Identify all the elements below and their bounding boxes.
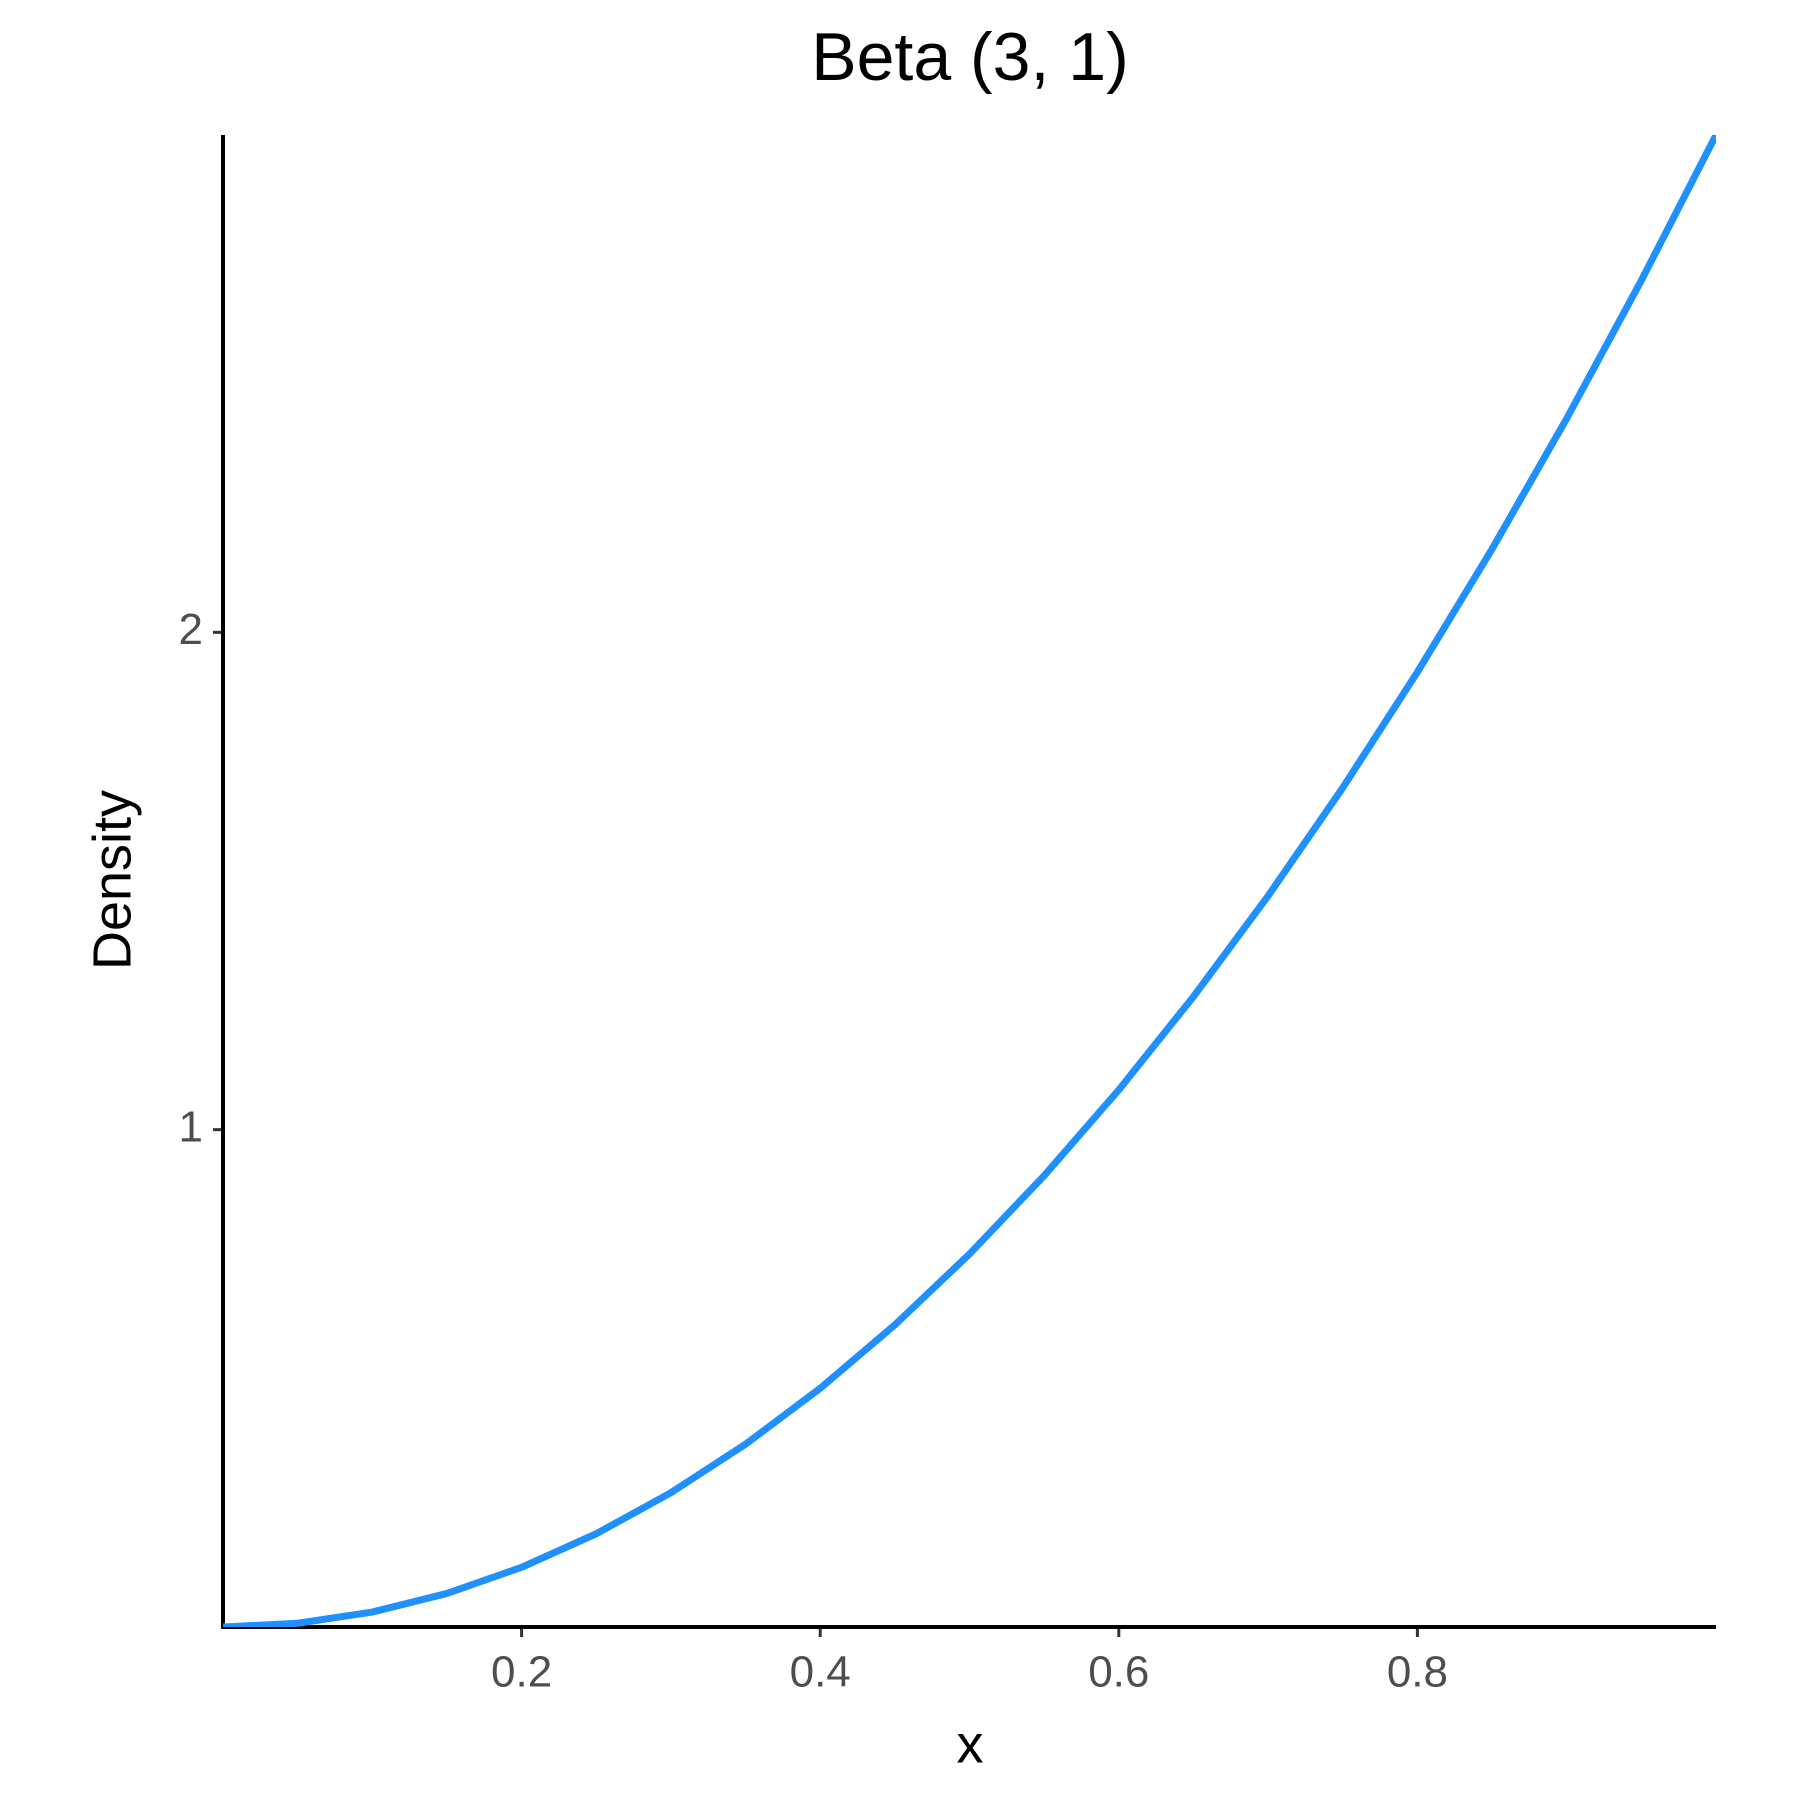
line-series [223, 135, 1716, 1627]
x-tick-label: 0.8 [1387, 1648, 1448, 1697]
x-axis-label: x [957, 1714, 984, 1774]
chart-title: Beta (3, 1) [811, 19, 1129, 95]
y-tick-label: 2 [179, 605, 203, 654]
x-tick-label: 0.6 [1088, 1648, 1149, 1697]
y-tick-label: 1 [179, 1102, 203, 1151]
y-axis-label: Density [82, 790, 142, 970]
x-tick-label: 0.2 [491, 1648, 552, 1697]
x-tick-label: 0.4 [790, 1648, 851, 1697]
